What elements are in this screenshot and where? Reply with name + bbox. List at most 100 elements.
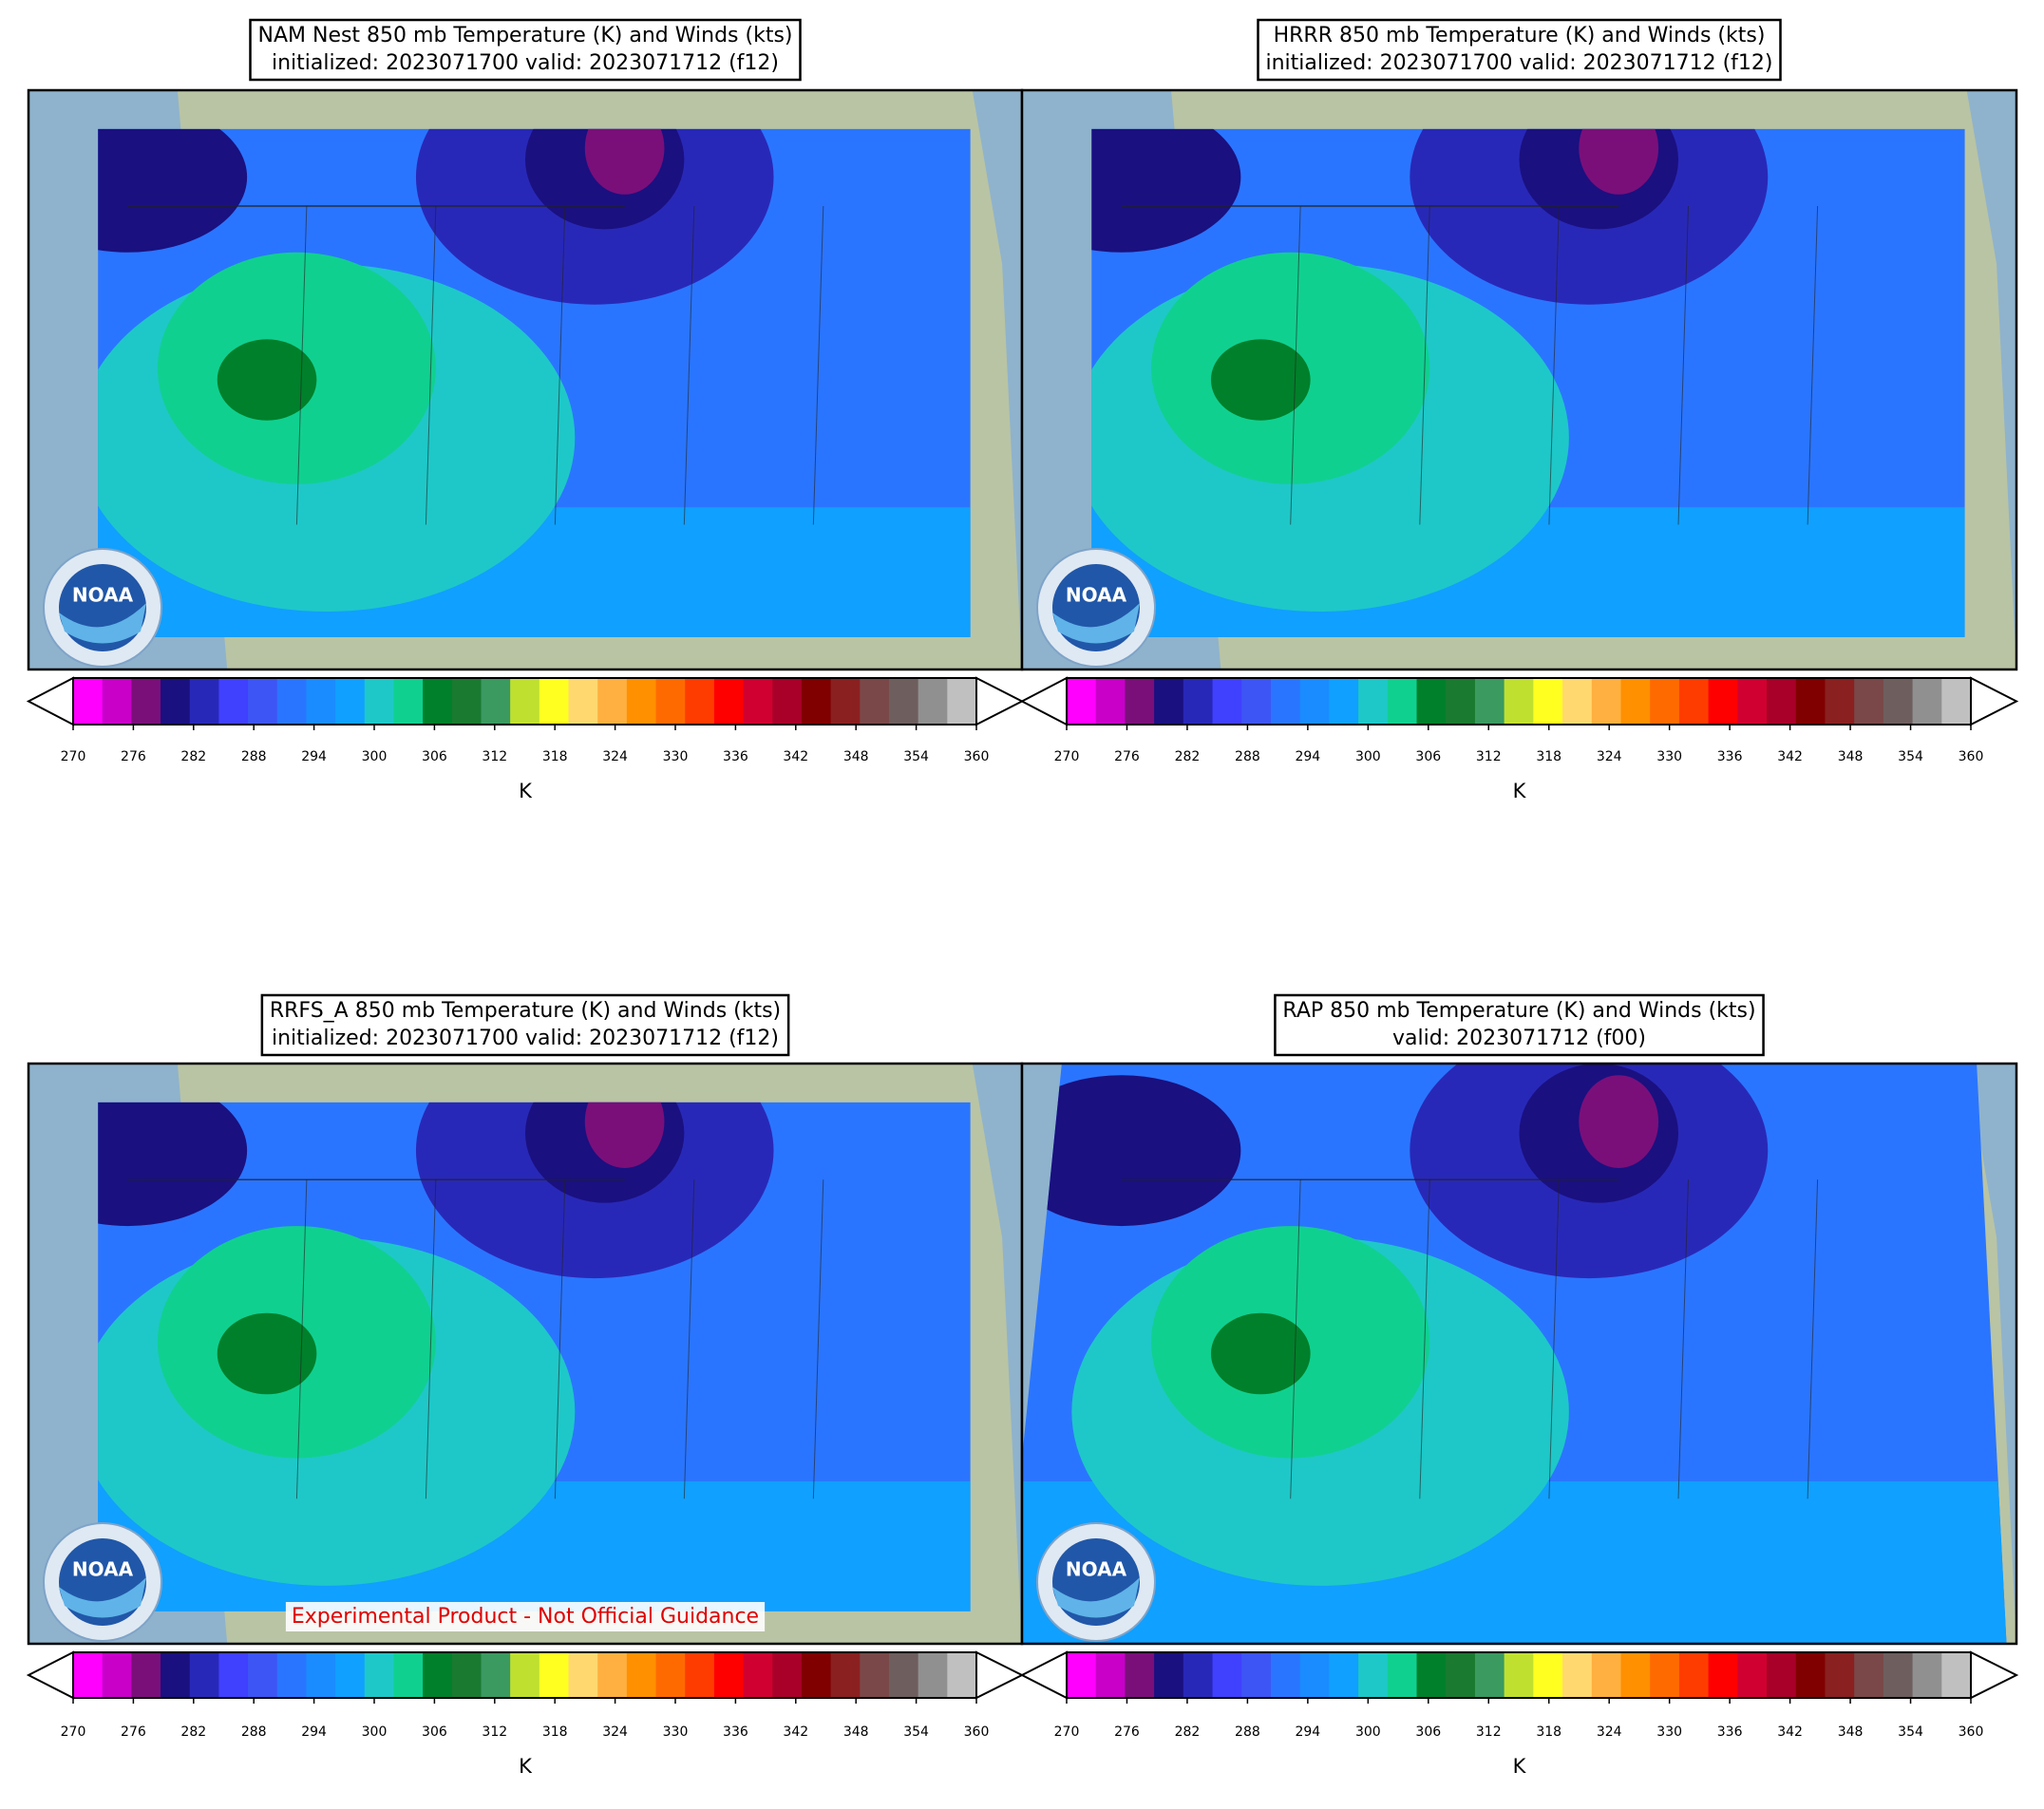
title-line: HRRR 850 mb Temperature (K) and Winds (k… bbox=[1274, 24, 1766, 47]
colorbar-tick-label: 360 bbox=[964, 1724, 990, 1740]
colorbar-swatch bbox=[218, 678, 249, 725]
logo-wave bbox=[1052, 603, 1140, 644]
colorbar-swatch bbox=[1154, 678, 1184, 725]
colorbar-swatch bbox=[481, 678, 511, 725]
colorbar-extend bbox=[26, 676, 74, 726]
colorbar-swatch bbox=[772, 1652, 803, 1698]
colorbar-tick-label: 330 bbox=[1656, 1724, 1682, 1740]
colorbar-swatch bbox=[626, 1652, 657, 1698]
state-border bbox=[295, 1179, 308, 1499]
colorbar-tick-label: 342 bbox=[783, 749, 808, 764]
colorbar-swatch bbox=[102, 678, 132, 725]
colorbar-extend bbox=[1970, 676, 2019, 726]
colorbar-swatch bbox=[1854, 1652, 1884, 1698]
colorbar-tick-label: 270 bbox=[1054, 749, 1080, 764]
colorbar-swatch bbox=[1708, 1652, 1738, 1698]
colorbar-extend bbox=[975, 676, 1025, 726]
colorbar-tick-label: 306 bbox=[422, 749, 447, 764]
colorbar-swatch bbox=[1620, 678, 1651, 725]
colorbar-swatch bbox=[131, 1652, 161, 1698]
colorbar-tick-label: 336 bbox=[1717, 1724, 1743, 1740]
colorbar-swatch bbox=[1678, 1652, 1710, 1698]
note-box: Experimental Product - Not Official Guid… bbox=[285, 1602, 766, 1631]
logo-wave bbox=[59, 1577, 146, 1618]
field-hot bbox=[217, 339, 317, 421]
title-frame bbox=[260, 993, 790, 1057]
colorbar-swatch bbox=[830, 1652, 861, 1698]
colorbar-tick-label: 270 bbox=[1054, 1724, 1080, 1740]
colorbar-tick-label: 294 bbox=[301, 1724, 327, 1740]
colorbar-tick-label: 330 bbox=[663, 749, 689, 764]
colorbar-swatch bbox=[1416, 1652, 1447, 1698]
panel: NOAA RAP 850 mb Temperature (K) and Winds… bbox=[1019, 993, 2019, 1778]
colorbar-swatch bbox=[860, 678, 890, 725]
colorbar-swatch bbox=[1299, 1652, 1330, 1698]
logo-wave bbox=[59, 603, 146, 644]
colorbar-tick-label: 282 bbox=[180, 749, 206, 764]
colorbar-tick-label: 312 bbox=[482, 749, 507, 764]
colorbar-tick-label: 312 bbox=[1476, 749, 1502, 764]
colorbar-tick-label: 306 bbox=[1415, 1724, 1441, 1740]
colorbar-swatch bbox=[1095, 1652, 1126, 1698]
colorbar-swatch bbox=[1737, 1652, 1768, 1698]
colorbar-tick-label: 294 bbox=[301, 749, 327, 764]
colorbar-swatch bbox=[1446, 678, 1476, 725]
colorbar-swatch bbox=[1387, 1652, 1418, 1698]
colorbar-swatch bbox=[655, 1652, 686, 1698]
colorbar-swatch bbox=[743, 1652, 773, 1698]
state-border bbox=[1677, 205, 1689, 525]
colorbar-swatch bbox=[830, 678, 861, 725]
colorbar-swatch bbox=[1650, 678, 1680, 725]
field-coldest bbox=[584, 128, 665, 195]
colorbar-tick-label: 276 bbox=[1114, 1724, 1140, 1740]
colorbar-frame bbox=[72, 677, 977, 725]
logo-wave bbox=[1052, 1577, 1140, 1618]
title-box: HRRR 850 mb Temperature (K) and Winds (k… bbox=[1257, 18, 1782, 82]
colorbar-tick-label: 306 bbox=[1415, 749, 1441, 764]
colorbar-swatch bbox=[161, 678, 191, 725]
colorbar-extend bbox=[26, 1650, 74, 1700]
colorbar-swatch bbox=[1183, 1652, 1214, 1698]
colorbar-swatch bbox=[1183, 678, 1214, 725]
colorbar-swatch bbox=[1650, 1652, 1680, 1698]
colorbar-tick-label: 282 bbox=[1175, 1724, 1201, 1740]
colorbar-swatch bbox=[597, 1652, 628, 1698]
colorbar-tick-label: 348 bbox=[1838, 749, 1864, 764]
state-border bbox=[812, 205, 824, 525]
colorbar-tick-label: 360 bbox=[1959, 749, 1984, 764]
colorbar-tick-label: 288 bbox=[1235, 749, 1260, 764]
colorbar-label: K bbox=[519, 780, 533, 802]
colorbar-swatch bbox=[1125, 1652, 1155, 1698]
title-box: RRFS_A 850 mb Temperature (K) and Winds … bbox=[260, 993, 790, 1057]
logo-text: NOAA bbox=[72, 1558, 134, 1581]
state-border bbox=[683, 1179, 695, 1499]
temperature-field bbox=[1091, 128, 1965, 637]
colorbar-tick-label: 348 bbox=[843, 749, 869, 764]
colorbar-swatch bbox=[1562, 1652, 1593, 1698]
field-cool bbox=[1022, 1075, 1241, 1227]
map-frame bbox=[1020, 88, 2018, 671]
colorbar-label: K bbox=[1513, 780, 1527, 802]
colorbar-swatch bbox=[1270, 1652, 1301, 1698]
colorbar-tick-label: 354 bbox=[903, 749, 929, 764]
state-border bbox=[683, 205, 695, 525]
note: Experimental Product - Not Official Guid… bbox=[292, 1605, 759, 1629]
field-hot bbox=[1210, 1312, 1311, 1395]
colorbar-swatch bbox=[451, 678, 482, 725]
state-border bbox=[1677, 1179, 1689, 1499]
colorbar-swatch bbox=[1154, 1652, 1184, 1698]
colorbar-swatch bbox=[451, 1652, 482, 1698]
colorbar-swatch bbox=[248, 678, 278, 725]
colorbar-swatch bbox=[1620, 1652, 1651, 1698]
title-line: NAM Nest 850 mb Temperature (K) and Wind… bbox=[258, 24, 793, 47]
state-border bbox=[1290, 1179, 1301, 1499]
colorbar-tick-label: 342 bbox=[1777, 749, 1803, 764]
colorbar-frame bbox=[1066, 1651, 1972, 1699]
title-frame bbox=[1257, 18, 1782, 82]
colorbar-swatch bbox=[539, 1652, 570, 1698]
colorbar-swatch bbox=[1329, 678, 1359, 725]
title-frame bbox=[249, 18, 802, 82]
colorbar-swatch bbox=[423, 678, 453, 725]
colorbar-swatch bbox=[1533, 1652, 1563, 1698]
colorbar-tick-label: 354 bbox=[1898, 1724, 1923, 1740]
